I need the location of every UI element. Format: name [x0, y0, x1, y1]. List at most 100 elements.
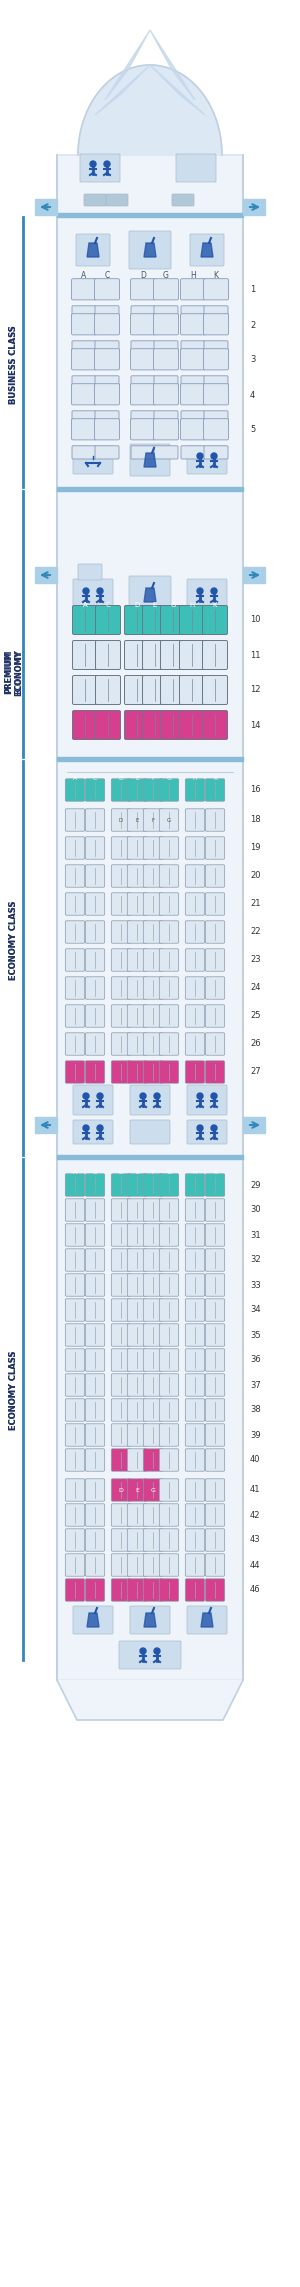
FancyBboxPatch shape	[127, 1299, 147, 1322]
FancyBboxPatch shape	[205, 780, 225, 800]
Text: F: F	[152, 816, 154, 823]
FancyBboxPatch shape	[111, 1400, 131, 1420]
FancyBboxPatch shape	[202, 675, 227, 704]
FancyBboxPatch shape	[130, 1121, 170, 1144]
Text: K: K	[213, 601, 217, 608]
FancyBboxPatch shape	[124, 711, 149, 739]
FancyBboxPatch shape	[205, 1173, 225, 1196]
Text: PREMIUM
ECONOMY: PREMIUM ECONOMY	[4, 650, 24, 695]
FancyBboxPatch shape	[85, 1224, 105, 1246]
FancyBboxPatch shape	[159, 1324, 179, 1347]
Text: 20: 20	[250, 871, 260, 880]
FancyBboxPatch shape	[143, 1173, 163, 1196]
FancyBboxPatch shape	[185, 922, 205, 942]
Circle shape	[197, 453, 203, 460]
FancyBboxPatch shape	[185, 1274, 205, 1297]
FancyBboxPatch shape	[65, 1349, 85, 1372]
Text: 29: 29	[250, 1180, 260, 1189]
FancyBboxPatch shape	[185, 837, 205, 860]
FancyBboxPatch shape	[65, 949, 85, 972]
FancyBboxPatch shape	[95, 606, 121, 633]
Text: 33: 33	[250, 1281, 261, 1290]
Text: 44: 44	[250, 1560, 260, 1569]
FancyBboxPatch shape	[127, 949, 147, 972]
FancyBboxPatch shape	[111, 864, 131, 887]
FancyBboxPatch shape	[65, 1034, 85, 1054]
FancyBboxPatch shape	[72, 375, 96, 389]
Circle shape	[154, 1649, 160, 1654]
FancyBboxPatch shape	[94, 348, 119, 370]
FancyBboxPatch shape	[127, 864, 147, 887]
Text: D: D	[118, 1487, 123, 1493]
Text: 12: 12	[250, 686, 260, 695]
FancyBboxPatch shape	[205, 864, 225, 887]
FancyBboxPatch shape	[185, 1528, 205, 1551]
FancyBboxPatch shape	[127, 780, 147, 800]
Text: 5: 5	[250, 425, 255, 435]
FancyBboxPatch shape	[142, 675, 167, 704]
FancyBboxPatch shape	[185, 892, 205, 915]
FancyBboxPatch shape	[111, 1425, 131, 1445]
FancyBboxPatch shape	[159, 1034, 179, 1054]
FancyBboxPatch shape	[159, 1198, 179, 1221]
FancyBboxPatch shape	[85, 1349, 105, 1372]
Polygon shape	[150, 30, 195, 101]
FancyBboxPatch shape	[205, 1528, 225, 1551]
Text: 34: 34	[250, 1306, 261, 1315]
FancyBboxPatch shape	[73, 1084, 113, 1116]
FancyBboxPatch shape	[181, 306, 205, 318]
FancyBboxPatch shape	[94, 419, 119, 439]
Text: 11: 11	[250, 650, 260, 659]
FancyBboxPatch shape	[127, 1400, 147, 1420]
Circle shape	[211, 1093, 217, 1100]
FancyBboxPatch shape	[142, 711, 167, 739]
FancyBboxPatch shape	[111, 1480, 131, 1500]
Text: 36: 36	[250, 1356, 261, 1365]
Text: 14: 14	[250, 720, 260, 730]
FancyBboxPatch shape	[172, 194, 194, 206]
Circle shape	[104, 160, 110, 167]
FancyBboxPatch shape	[185, 1198, 205, 1221]
FancyBboxPatch shape	[111, 977, 131, 999]
FancyBboxPatch shape	[205, 1400, 225, 1420]
FancyBboxPatch shape	[72, 306, 96, 318]
FancyBboxPatch shape	[179, 606, 205, 633]
FancyBboxPatch shape	[204, 412, 228, 423]
FancyBboxPatch shape	[143, 1349, 163, 1372]
Text: 46: 46	[250, 1585, 261, 1594]
Text: F: F	[151, 775, 155, 780]
Text: E: E	[135, 775, 139, 780]
FancyBboxPatch shape	[159, 1480, 179, 1500]
Text: 3: 3	[250, 354, 255, 364]
FancyBboxPatch shape	[124, 640, 149, 670]
FancyBboxPatch shape	[159, 1553, 179, 1576]
FancyBboxPatch shape	[203, 313, 229, 334]
FancyBboxPatch shape	[127, 1004, 147, 1027]
FancyBboxPatch shape	[185, 1553, 205, 1576]
FancyBboxPatch shape	[185, 1324, 205, 1347]
Circle shape	[140, 1093, 146, 1100]
Text: E: E	[135, 816, 139, 823]
FancyBboxPatch shape	[143, 1578, 163, 1601]
FancyBboxPatch shape	[72, 341, 96, 354]
Text: ECONOMY CLASS: ECONOMY CLASS	[10, 1349, 19, 1429]
FancyBboxPatch shape	[205, 810, 225, 830]
Text: H: H	[193, 775, 197, 780]
Circle shape	[97, 588, 103, 595]
FancyBboxPatch shape	[204, 341, 228, 354]
FancyBboxPatch shape	[143, 1324, 163, 1347]
FancyBboxPatch shape	[65, 837, 85, 860]
FancyBboxPatch shape	[111, 837, 131, 860]
FancyBboxPatch shape	[185, 1400, 205, 1420]
Text: 22: 22	[250, 929, 260, 935]
FancyBboxPatch shape	[130, 1084, 170, 1116]
FancyBboxPatch shape	[85, 1173, 105, 1196]
FancyBboxPatch shape	[111, 1553, 131, 1576]
FancyBboxPatch shape	[111, 1224, 131, 1246]
FancyBboxPatch shape	[131, 341, 155, 354]
FancyBboxPatch shape	[85, 1034, 105, 1054]
Text: G: G	[167, 1171, 171, 1176]
FancyBboxPatch shape	[159, 1349, 179, 1372]
FancyBboxPatch shape	[159, 1528, 179, 1551]
FancyBboxPatch shape	[187, 1084, 227, 1116]
